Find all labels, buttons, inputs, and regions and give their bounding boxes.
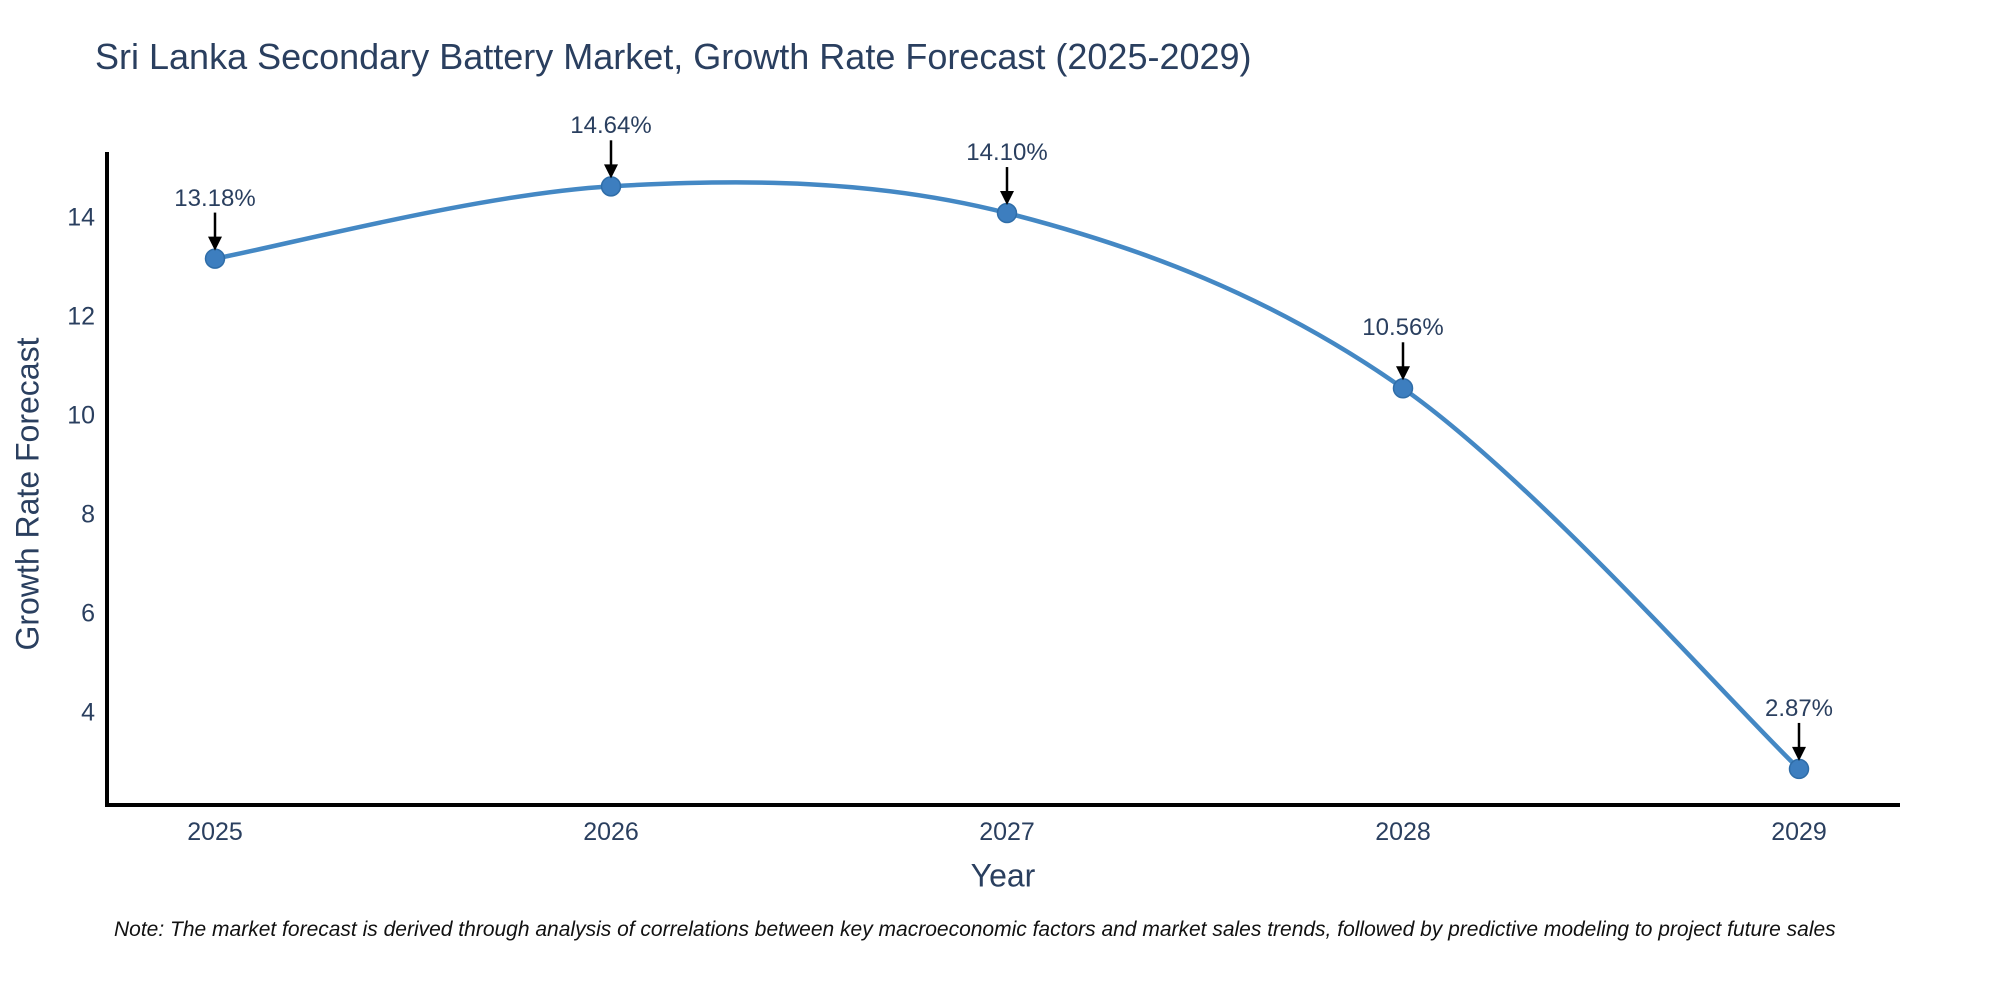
data-point-value-label: 14.10% (966, 139, 1048, 167)
x-tick-label: 2028 (1375, 818, 1431, 846)
data-point-marker[interactable] (204, 248, 226, 269)
x-tick-label: 2026 (583, 818, 639, 846)
y-tick-label: 4 (81, 698, 95, 727)
y-tick-label: 8 (81, 500, 95, 529)
annotation-arrowhead (208, 236, 222, 251)
x-axis-title: Year (970, 857, 1036, 894)
data-point-value-label: 10.56% (1362, 314, 1444, 342)
x-tick-label: 2027 (979, 818, 1035, 846)
data-point-marker[interactable] (1788, 758, 1810, 780)
annotation-arrowhead (1396, 366, 1410, 381)
data-point-marker[interactable] (996, 202, 1018, 224)
y-axis-title: Growth Rate Forecast (9, 337, 46, 651)
data-point-value-label: 13.18% (174, 184, 256, 212)
forecast-line (212, 180, 1802, 772)
y-tick-label: 12 (67, 302, 95, 331)
data-point-value-label: 2.87% (1764, 694, 1834, 722)
annotation-arrowhead (1000, 191, 1014, 206)
y-tick-label: 10 (67, 401, 95, 430)
x-tick-label: 2025 (187, 818, 243, 846)
annotation-arrowhead (1792, 746, 1806, 761)
data-point-value-label: 14.64% (570, 112, 652, 140)
annotation-arrowhead (604, 164, 618, 179)
data-point-marker[interactable] (600, 176, 622, 197)
chart-title: Sri Lanka Secondary Battery Market, Grow… (95, 36, 1252, 77)
footnote-text: Note: The market forecast is derived thr… (114, 918, 1836, 941)
y-tick-label: 14 (67, 203, 95, 232)
y-tick-label: 6 (81, 599, 95, 628)
x-tick-label: 2029 (1771, 818, 1827, 846)
data-point-marker[interactable] (1392, 378, 1414, 399)
